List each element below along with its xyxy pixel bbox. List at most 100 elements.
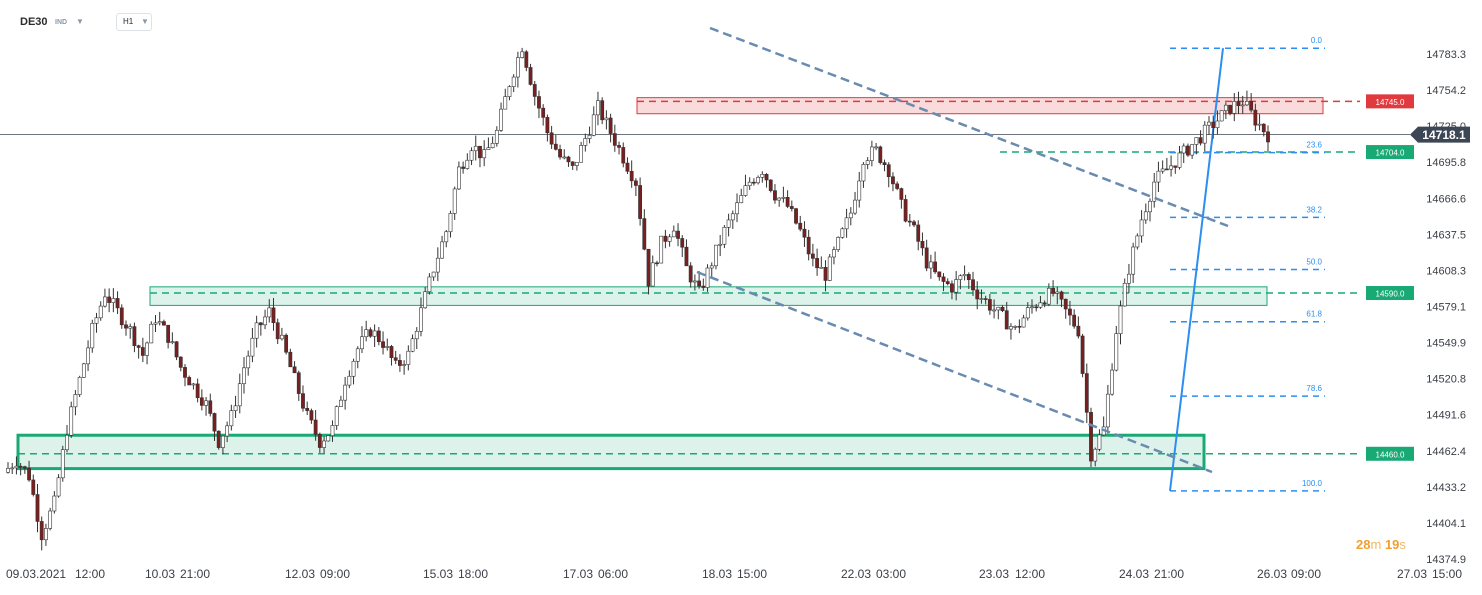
timeframe-label: H1 <box>123 17 134 26</box>
candle <box>832 246 836 265</box>
candle-body <box>440 241 444 259</box>
candle <box>794 207 798 225</box>
candle-body <box>107 296 112 303</box>
candle <box>1059 290 1064 308</box>
candle-body <box>178 356 183 368</box>
candle-body <box>457 166 461 190</box>
candle-body <box>933 261 937 273</box>
time-tick-label: 18:00 <box>458 567 488 581</box>
candle <box>515 51 520 88</box>
candle <box>267 299 272 323</box>
timer-minutes: 28 <box>1356 537 1371 552</box>
candle-body <box>764 174 769 181</box>
candle <box>77 375 82 398</box>
candle-body <box>1038 302 1043 308</box>
candle <box>115 291 120 315</box>
candle <box>1110 363 1114 396</box>
candle <box>773 184 777 204</box>
level-tags-layer: 14745.0 14704.0 14590.0 14460.0 14718.1 <box>1366 94 1470 461</box>
candle-body <box>1046 287 1051 305</box>
candle-body <box>372 330 377 337</box>
candle <box>671 225 676 238</box>
candle <box>916 220 921 251</box>
candle-body <box>633 180 638 186</box>
candle <box>448 210 453 238</box>
zone-support <box>149 286 1268 306</box>
candle <box>330 420 335 442</box>
candle-body <box>1249 101 1254 111</box>
candle <box>469 147 474 166</box>
symbol-name[interactable]: DE30 <box>20 16 48 28</box>
candle <box>73 390 78 416</box>
candle <box>229 404 234 431</box>
candle-body <box>562 156 567 159</box>
candle-body <box>149 323 154 344</box>
candle-body <box>1127 273 1131 284</box>
candle-body <box>979 298 984 300</box>
candle <box>1249 93 1254 113</box>
candle <box>1173 165 1178 174</box>
symbol-dropdown-icon[interactable]: ▼ <box>76 17 84 26</box>
candle-body <box>27 468 31 481</box>
candle-body <box>1245 101 1249 106</box>
time-tick-label: 17.03 <box>563 567 593 581</box>
fib-label-0.0: 0.0 <box>1311 36 1323 45</box>
candle-body <box>899 188 904 200</box>
candle-body <box>1105 393 1110 428</box>
candle <box>233 395 238 419</box>
candle-body <box>945 281 950 285</box>
candle <box>216 430 221 450</box>
candle <box>1228 104 1232 116</box>
level-tag <box>1366 286 1414 301</box>
candle <box>777 197 782 207</box>
candle-body <box>903 199 908 222</box>
candle <box>1160 160 1165 174</box>
candle-body <box>322 440 326 448</box>
candle-body <box>524 51 529 68</box>
candle <box>1114 326 1119 372</box>
candle <box>566 155 571 167</box>
candle <box>612 124 617 152</box>
candle <box>1025 302 1030 321</box>
candle-body <box>832 249 836 258</box>
candle-body <box>73 394 78 408</box>
candle-body <box>1068 308 1072 316</box>
candle-body <box>444 231 449 243</box>
candle-body <box>600 100 605 121</box>
candle-body <box>330 425 335 436</box>
candle <box>747 177 752 190</box>
candle-body <box>431 271 436 278</box>
candle-body <box>1017 326 1022 328</box>
candle <box>162 319 166 326</box>
candle <box>1219 110 1224 122</box>
candle-body <box>819 266 824 269</box>
candle <box>941 273 946 292</box>
candle <box>14 456 19 475</box>
candle-body <box>663 235 668 242</box>
candle-body <box>730 213 735 221</box>
candle <box>895 181 900 191</box>
time-tick-label: 23.03 <box>979 567 1009 581</box>
candle <box>98 301 103 321</box>
candle-body <box>271 307 276 324</box>
candle <box>486 137 491 150</box>
level-tag-text-14590.0: 14590.0 <box>1376 290 1405 299</box>
candle-body <box>183 367 187 378</box>
time-tick-label: 09:00 <box>1291 567 1321 581</box>
candle <box>629 160 634 188</box>
candle <box>1164 157 1169 171</box>
candle <box>296 370 301 401</box>
candle <box>301 385 305 412</box>
candle <box>1101 416 1106 436</box>
timeframe-select[interactable]: H1 ▼ <box>116 13 152 31</box>
candle-body <box>937 271 942 278</box>
candle-body <box>532 84 537 97</box>
candle-body <box>86 347 90 365</box>
candle-body <box>1223 104 1228 111</box>
candle <box>928 254 933 279</box>
candle-body <box>1122 282 1127 307</box>
candle-body <box>204 400 208 406</box>
candle-body <box>714 244 718 267</box>
